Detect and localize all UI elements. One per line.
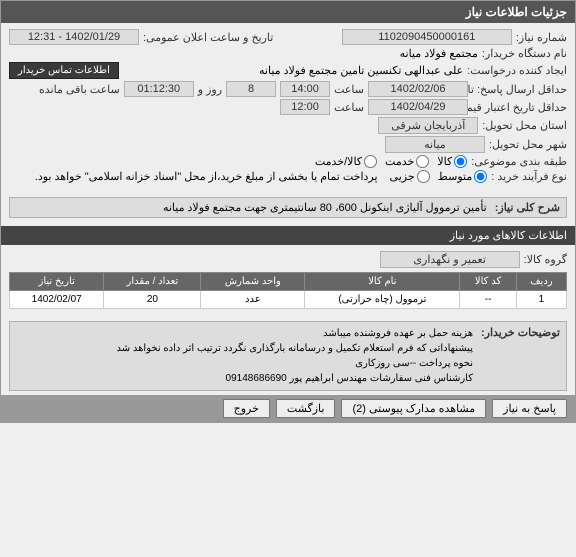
col-date: تاریخ نیاز (10, 273, 104, 291)
announce-value: 1402/01/29 - 12:31 (9, 29, 139, 45)
validity-label: حداقل تاریخ اعتبار قیمت: تا تاریخ: (472, 101, 567, 114)
time-label-1: ساعت (334, 83, 364, 96)
cat-both-radio[interactable]: کالا/خدمت (315, 155, 377, 168)
notes-label: توضیحات خریدار: (481, 326, 560, 386)
items-header: اطلاعات کالاهای مورد نیاز (1, 226, 575, 245)
col-row: ردیف (516, 273, 566, 291)
remain-time: 01:12:30 (124, 81, 194, 97)
group-value: تعمیر و نگهداری (380, 251, 520, 268)
cat-service-radio[interactable]: خدمت (385, 155, 429, 168)
items-table: ردیف کد کالا نام کالا واحد شمارش تعداد /… (9, 272, 567, 309)
province-label: استان محل تحویل: (482, 119, 567, 132)
group-label: گروه کالا: (524, 253, 567, 266)
payment-note: پرداخت تمام یا بخشی از مبلغ خرید،از محل … (35, 170, 378, 183)
days-value: 8 (226, 81, 276, 97)
exit-button[interactable]: خروج (223, 399, 270, 418)
category-label: طبقه بندی موضوعی: (471, 155, 567, 168)
days-label: روز و (198, 83, 222, 96)
city-value: میانه (385, 136, 485, 153)
col-unit: واحد شمارش (201, 273, 305, 291)
attachments-button[interactable]: مشاهده مدارک پیوستی (2) (341, 399, 486, 418)
back-button[interactable]: بازگشت (276, 399, 336, 418)
p-medium-radio[interactable]: متوسط (438, 170, 488, 183)
need-number-label: شماره نیاز: (516, 31, 567, 44)
requester-value: علی عبدالهی تکنسین تامین مجتمع فولاد میا… (259, 64, 463, 77)
time-label-2: ساعت (334, 101, 364, 114)
page-header: جزئیات اطلاعات نیاز (1, 1, 575, 23)
cat-goods-radio[interactable]: کالا (437, 155, 467, 168)
deadline-date: 1402/02/06 (368, 81, 468, 97)
col-qty: تعداد / مقدار (104, 273, 201, 291)
city-label: شهر محل تحویل: (489, 138, 567, 151)
desc-text: تأمین ترموول آلیاژی اینکونل 600، 80 سانت… (163, 201, 487, 214)
page-title: جزئیات اطلاعات نیاز (466, 5, 567, 19)
table-row: 1 -- ترموول (چاه حرارتی) عدد 20 1402/02/… (10, 291, 567, 309)
purchase-label: نوع فرآیند خرید : (491, 170, 567, 183)
deadline-label: حداقل ارسال پاسخ: تا تاریخ: (472, 83, 567, 96)
p-partial-radio[interactable]: جزیی (390, 170, 430, 183)
notes-content: هزینه حمل بر عهده فروشنده میباشد پیشنهاد… (117, 326, 473, 386)
validity-time: 12:00 (280, 99, 330, 115)
col-code: کد کالا (460, 273, 516, 291)
need-number-value: 1102090450000161 (342, 29, 512, 45)
desc-label: شرح کلی نیاز: (495, 201, 560, 214)
deadline-time: 14:00 (280, 81, 330, 97)
buyer-org-label: نام دستگاه خریدار: (482, 47, 567, 60)
announce-label: تاریخ و ساعت اعلان عمومی: (143, 31, 273, 44)
buyer-org-value: مجتمع فولاد میانه (400, 47, 478, 60)
province-value: آذربایجان شرقی (378, 117, 478, 134)
respond-button[interactable]: پاسخ به نیاز (492, 399, 567, 418)
validity-date: 1402/04/29 (368, 99, 468, 115)
col-name: نام کالا (305, 273, 460, 291)
remain-label: ساعت باقی مانده (39, 83, 120, 96)
requester-label: ایجاد کننده درخواست: (467, 64, 567, 77)
contact-buyer-button[interactable]: اطلاعات تماس خریدار (9, 62, 119, 79)
